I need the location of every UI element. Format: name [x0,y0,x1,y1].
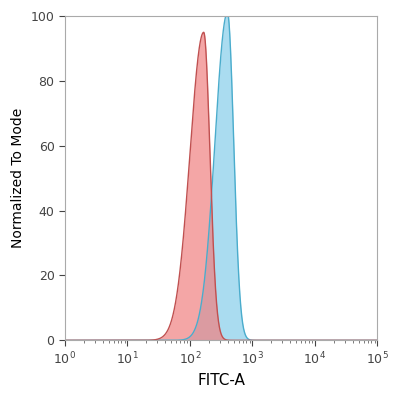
Y-axis label: Normalized To Mode: Normalized To Mode [11,108,25,248]
X-axis label: FITC-A: FITC-A [197,373,245,388]
